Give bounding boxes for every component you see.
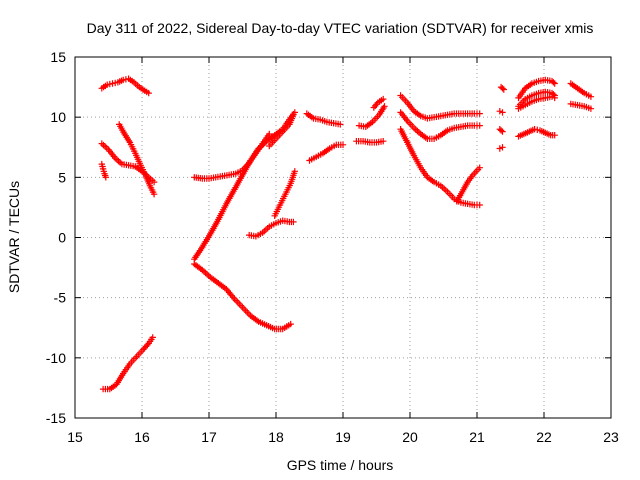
x-tick-label: 15 <box>67 429 83 445</box>
series-point-markers <box>515 93 558 112</box>
data-series <box>98 160 109 181</box>
series-point-markers <box>567 100 595 112</box>
y-tick-label: -15 <box>46 410 66 426</box>
series-point-markers <box>453 164 483 205</box>
x-tick-label: 21 <box>469 429 485 445</box>
data-series <box>453 164 483 205</box>
y-tick-label: 5 <box>58 169 66 185</box>
data-series <box>496 126 506 135</box>
x-tick-label: 23 <box>603 429 619 445</box>
series-point-markers <box>567 80 595 100</box>
x-tick-label: 20 <box>402 429 418 445</box>
data-series <box>567 100 595 112</box>
series-point-markers <box>98 75 152 97</box>
data-series <box>246 217 297 240</box>
x-tick-label: 22 <box>536 429 552 445</box>
x-tick-label: 16 <box>134 429 150 445</box>
y-axis-label: SDTVAR / TECUs <box>6 181 22 293</box>
series-point-markers <box>99 334 156 393</box>
data-series <box>567 80 595 100</box>
data-series <box>370 95 387 111</box>
chart-title: Day 311 of 2022, Sidereal Day-to-day VTE… <box>87 20 594 36</box>
series-point-markers <box>116 121 158 198</box>
data-series <box>496 144 506 152</box>
data-series <box>306 141 347 164</box>
data-series <box>496 108 506 116</box>
data-series <box>116 121 158 198</box>
series-point-markers <box>370 95 387 111</box>
data-series <box>266 111 297 150</box>
data-series <box>99 334 156 393</box>
series-point-markers <box>306 141 347 164</box>
data-series <box>397 109 483 142</box>
y-tick-label: 0 <box>58 230 66 246</box>
series-point-markers <box>303 110 344 128</box>
y-tick-label: 10 <box>50 109 66 125</box>
series-point-markers <box>271 168 298 219</box>
series-point-markers <box>246 217 297 240</box>
grid-lines <box>75 57 611 418</box>
series-point-markers <box>496 126 506 135</box>
data-series <box>397 126 483 209</box>
data-series <box>271 168 298 219</box>
data-series <box>397 92 483 122</box>
series-point-markers <box>98 160 109 181</box>
data-series <box>355 103 388 130</box>
series-point-markers <box>355 103 388 130</box>
series-point-markers <box>496 144 506 152</box>
axis-ticks: 15 16 17 18 19 20 21 22 23 -15 -10 -5 0 5 10 15 <box>46 49 619 445</box>
series-point-markers <box>496 108 506 116</box>
series-point-markers <box>397 126 483 209</box>
data-series <box>353 138 387 146</box>
series-point-markers <box>515 76 558 102</box>
series-point-markers <box>191 130 273 182</box>
data-series <box>303 110 344 128</box>
x-axis-label: GPS time / hours <box>287 457 394 473</box>
data-series <box>515 76 558 102</box>
series-point-markers <box>353 138 387 146</box>
series-point-markers <box>266 111 297 150</box>
y-tick-label: -5 <box>54 290 67 306</box>
series-point-markers <box>191 260 294 333</box>
series-point-markers <box>497 83 507 93</box>
x-tick-label: 17 <box>201 429 217 445</box>
data-points <box>98 75 595 393</box>
series-point-markers <box>515 126 558 140</box>
data-series <box>515 126 558 140</box>
y-tick-label: 15 <box>50 49 66 65</box>
series-point-markers <box>397 92 483 122</box>
data-series <box>98 75 152 97</box>
y-tick-label: -10 <box>46 350 66 366</box>
data-series <box>515 93 558 112</box>
x-tick-label: 18 <box>268 429 284 445</box>
data-series <box>191 260 294 333</box>
data-series <box>497 83 507 93</box>
x-tick-label: 19 <box>335 429 351 445</box>
series-point-markers <box>397 109 483 142</box>
data-series <box>191 130 273 182</box>
